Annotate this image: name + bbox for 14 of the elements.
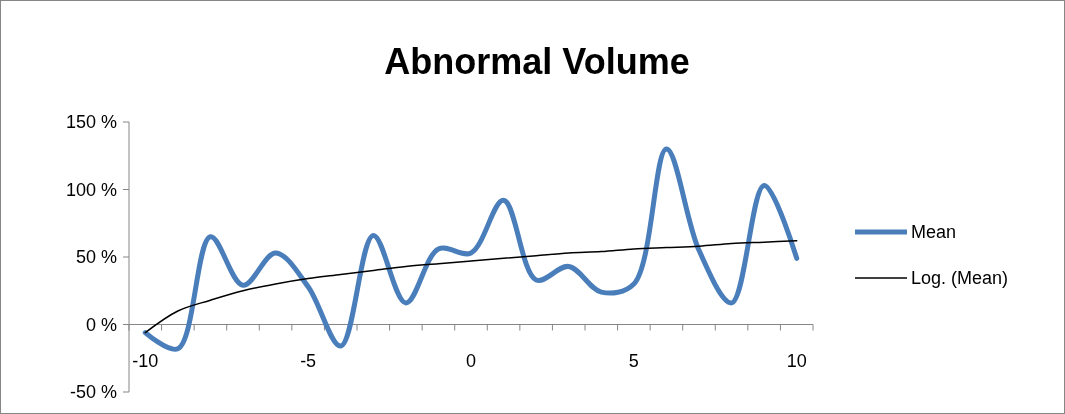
x-tick-label: -5 xyxy=(300,350,317,371)
chart-title: Abnormal Volume xyxy=(384,41,690,82)
x-tick-label: -10 xyxy=(132,350,159,371)
y-tick-label: 0 % xyxy=(85,314,117,335)
x-tick-label: 5 xyxy=(628,350,639,371)
line-series xyxy=(144,240,798,334)
x-tick-label: 0 xyxy=(465,350,477,371)
y-tick-label: 100 % xyxy=(65,179,117,200)
y-tick-label: 150 % xyxy=(65,112,117,133)
y-tick-label: 50 % xyxy=(75,247,117,268)
legend-label: Log. (Mean) xyxy=(911,268,1009,289)
x-tick-label: 10 xyxy=(786,350,807,371)
y-tick-label: -50 % xyxy=(69,382,117,403)
legend-label: Mean xyxy=(911,222,957,243)
